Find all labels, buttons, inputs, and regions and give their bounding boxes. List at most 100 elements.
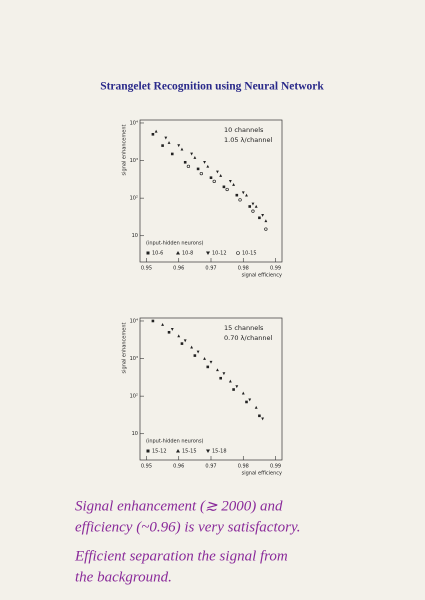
point	[264, 219, 268, 223]
note-line: Efficient separation the signal from	[74, 548, 288, 564]
annotation: 10 channels	[224, 126, 264, 134]
x-axis-label: signal efficiency	[242, 273, 282, 279]
point	[228, 180, 232, 183]
point	[203, 357, 206, 360]
point	[258, 414, 261, 418]
y-tick-label: 10²	[130, 196, 138, 202]
point	[222, 372, 226, 376]
point	[190, 345, 194, 349]
point	[216, 170, 219, 174]
point	[209, 360, 213, 364]
point	[180, 147, 184, 151]
legend-label: 10-8	[182, 251, 193, 257]
point	[151, 132, 155, 136]
legend-label: 15-15	[182, 449, 197, 455]
point	[177, 334, 181, 338]
point	[248, 205, 252, 208]
legend-marker	[146, 251, 150, 255]
note-line: the background.	[75, 569, 172, 585]
point	[196, 167, 200, 171]
point	[261, 213, 265, 217]
legend-marker	[146, 449, 150, 453]
y-tick-label: 10³	[130, 356, 138, 362]
point	[199, 171, 203, 176]
point	[254, 405, 258, 409]
legend-label: 10-12	[212, 251, 227, 257]
point	[254, 204, 258, 208]
point	[186, 164, 191, 169]
point	[193, 354, 197, 357]
legend-marker	[176, 251, 180, 255]
y-tick-label: 10²	[130, 394, 138, 400]
point	[154, 129, 158, 133]
point	[241, 391, 245, 395]
point	[164, 136, 168, 140]
point	[161, 144, 164, 147]
point	[258, 216, 261, 220]
point	[180, 342, 184, 345]
point	[245, 400, 248, 404]
x-tick-label: 0.97	[205, 464, 216, 470]
legend-title: (input-hidden neurons)	[146, 241, 204, 247]
x-tick-label: 0.97	[205, 266, 216, 272]
y-tick-label: 10⁴	[130, 120, 138, 126]
legend-label: 15-18	[212, 449, 227, 455]
x-tick-label: 0.99	[270, 266, 281, 272]
point	[151, 319, 155, 323]
point	[183, 339, 187, 343]
x-axis-label: signal efficiency	[242, 471, 282, 477]
point	[190, 152, 194, 156]
point	[170, 328, 174, 331]
page-title: Strangelet Recognition using Neural Netw…	[100, 81, 324, 93]
point	[206, 164, 210, 168]
point	[222, 185, 226, 189]
x-tick-label: 0.95	[141, 464, 152, 470]
legend-title: (input-hidden neurons)	[146, 439, 204, 445]
y-axis-label: signal enhancement	[122, 323, 128, 374]
point	[232, 388, 235, 391]
point	[206, 365, 210, 369]
point	[219, 376, 222, 380]
point	[170, 152, 174, 156]
y-tick-label: 10⁴	[130, 318, 138, 324]
point	[264, 227, 268, 231]
point	[248, 398, 252, 402]
x-tick-label: 0.95	[141, 266, 152, 272]
point	[251, 209, 255, 213]
annotation: 1.05 λ/channel	[224, 136, 272, 144]
point	[232, 182, 236, 186]
point	[235, 193, 239, 197]
point	[196, 350, 200, 354]
x-tick-label: 0.99	[270, 464, 281, 470]
point	[183, 160, 187, 164]
point	[161, 323, 165, 326]
point	[193, 156, 197, 159]
y-axis-label: signal enhancement	[122, 125, 128, 176]
x-tick-label: 0.98	[238, 266, 249, 272]
point	[203, 160, 206, 164]
note-line: efficiency (~0.96) is very satisfactory.	[75, 519, 301, 535]
legend-marker	[206, 449, 210, 453]
point	[241, 191, 245, 195]
legend-label: 10-15	[242, 251, 257, 257]
x-tick-label: 0.96	[173, 464, 184, 470]
legend-marker	[236, 251, 240, 255]
legend-label: 10-6	[152, 251, 163, 257]
x-tick-label: 0.96	[173, 266, 184, 272]
point	[177, 144, 181, 148]
point	[261, 417, 265, 421]
point	[216, 368, 219, 372]
point	[238, 198, 242, 202]
annotation: 15 channels	[224, 324, 264, 332]
point	[209, 176, 213, 179]
point	[228, 379, 232, 383]
y-tick-label: 10	[132, 431, 138, 437]
point	[167, 330, 171, 334]
point	[251, 202, 255, 206]
y-tick-label: 10³	[130, 158, 138, 164]
note-line: Signal enhancement (≳ 2000) and	[75, 498, 283, 514]
legend-marker	[176, 449, 180, 453]
point	[225, 187, 229, 192]
